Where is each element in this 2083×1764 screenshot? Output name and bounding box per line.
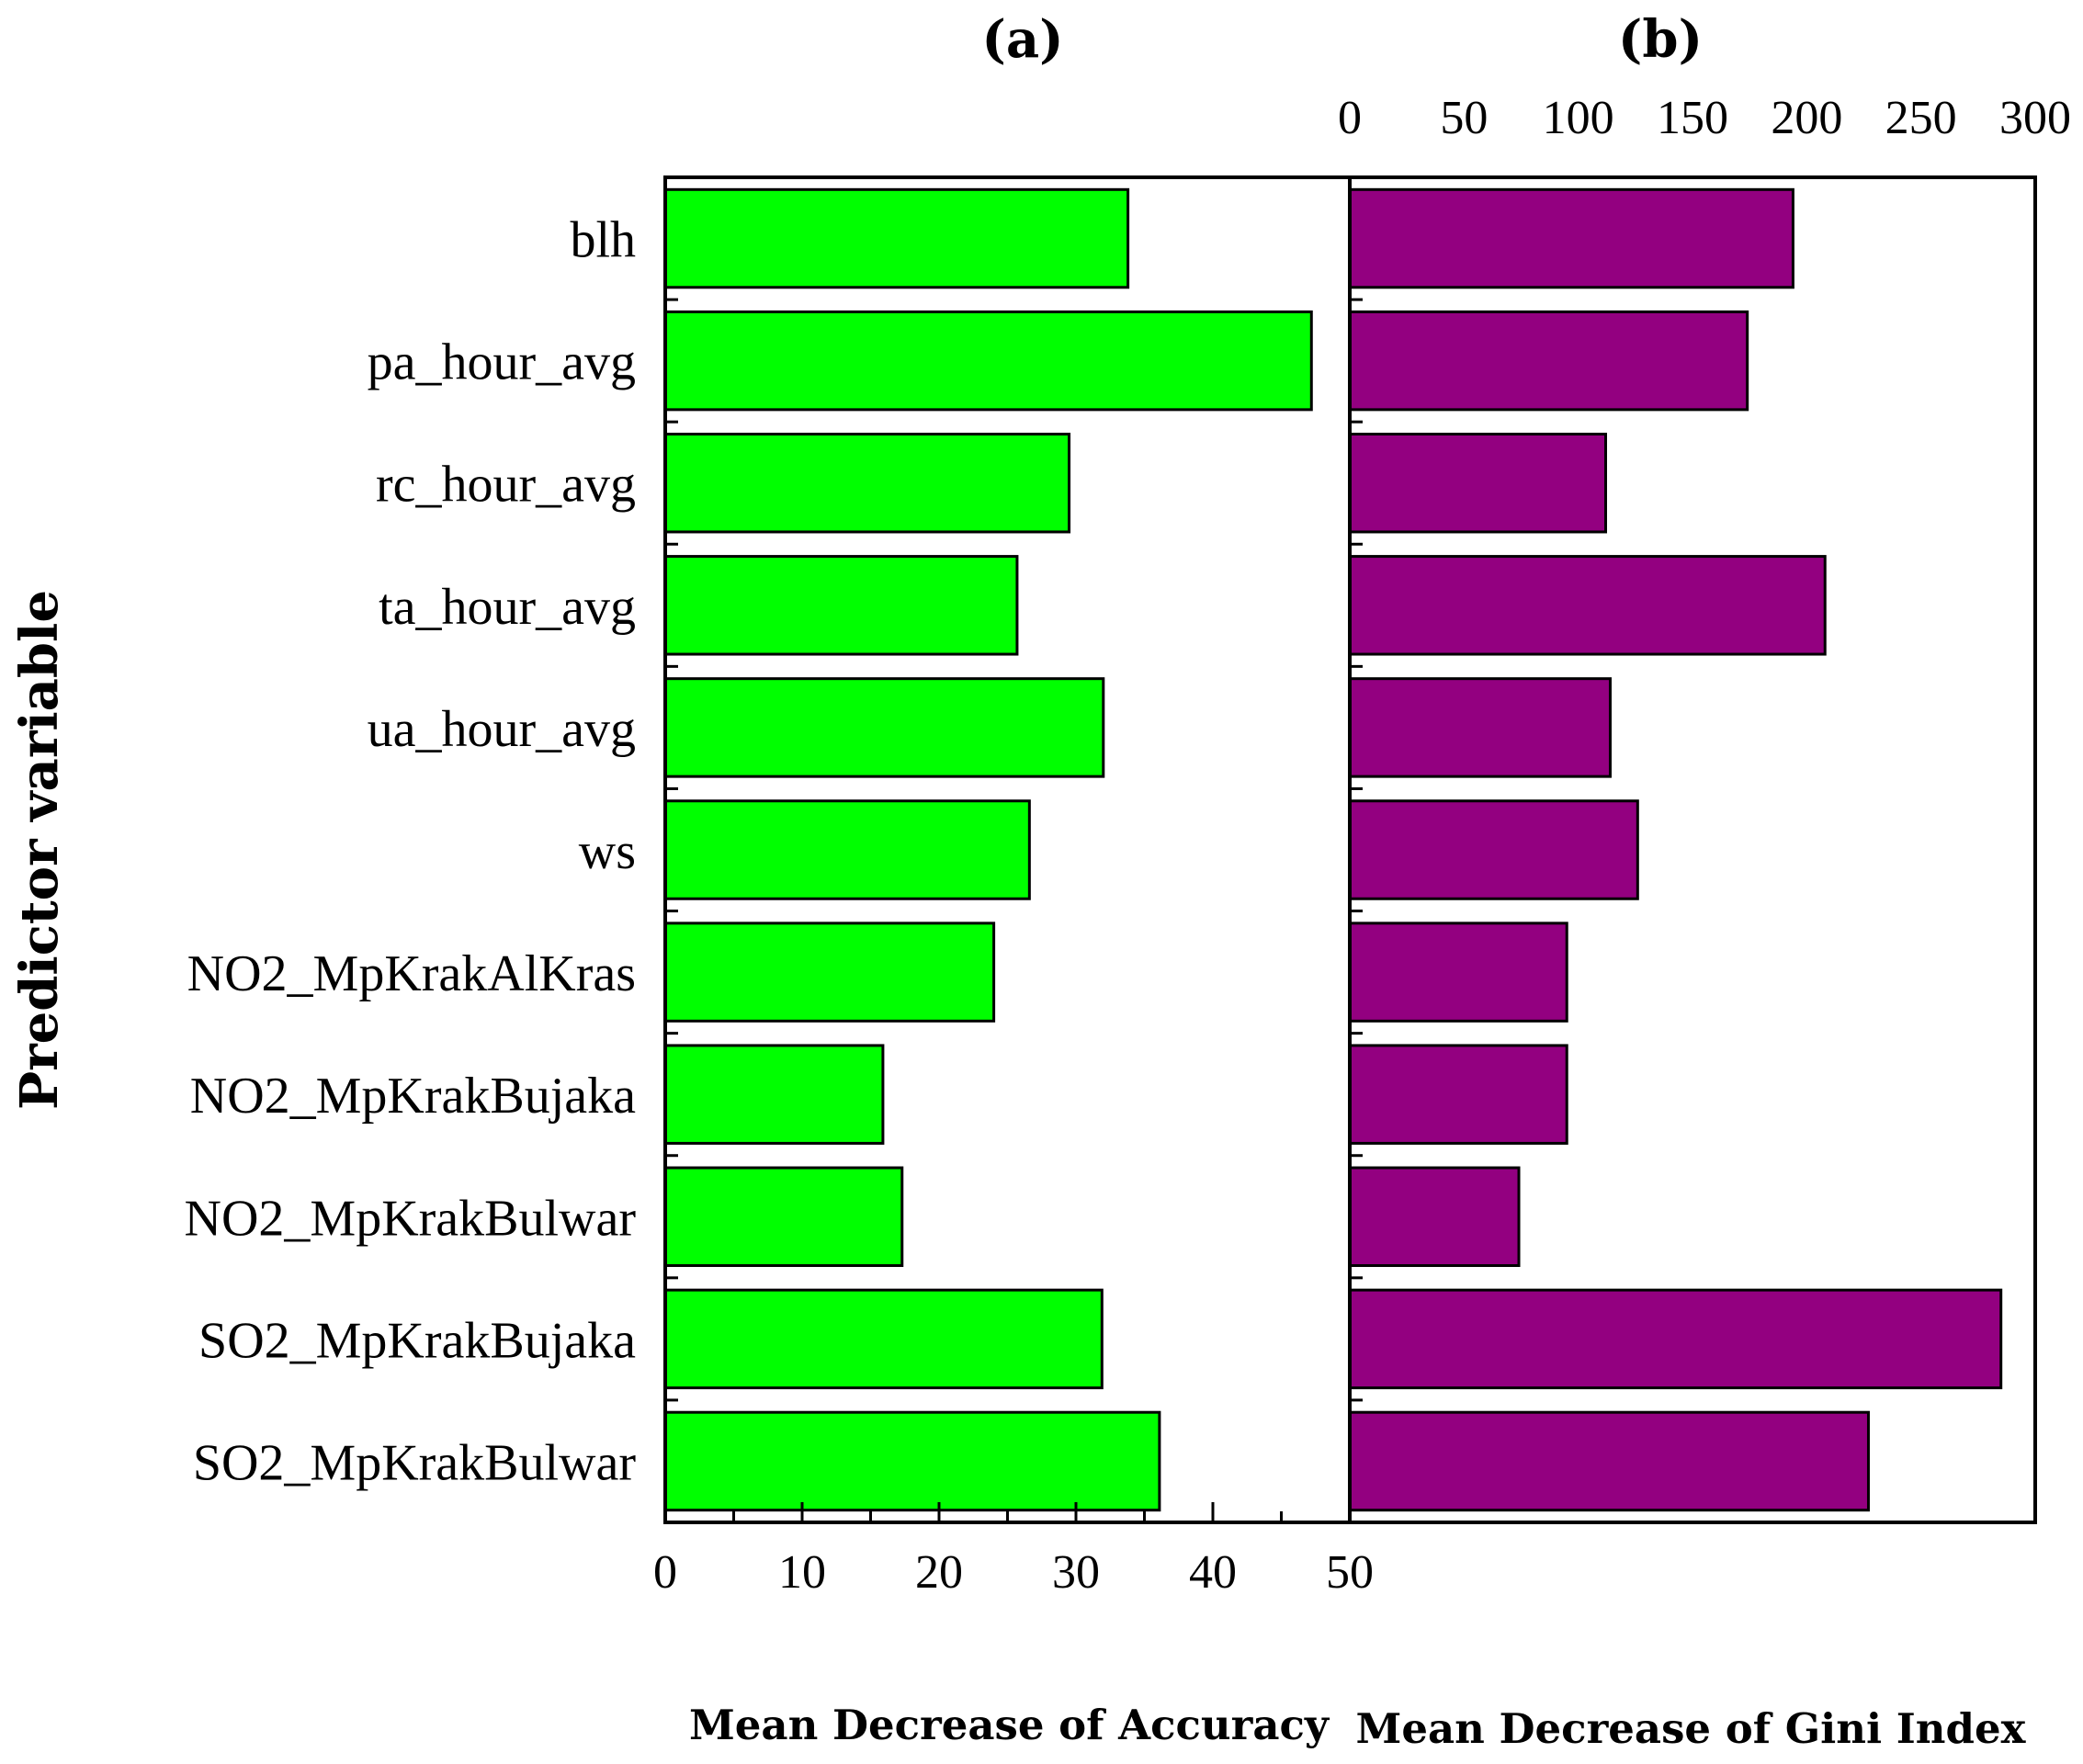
panel-a-bar-6 <box>663 922 996 1023</box>
category-label-4: ua_hour_avg <box>368 701 636 758</box>
panel-a-bar-10 <box>663 1410 1161 1512</box>
panel-b-x-tick-label-1: 50 <box>1440 92 1488 144</box>
category-label-2: rc_hour_avg <box>376 457 636 514</box>
panel-b-x-tick-label-6: 300 <box>1999 92 2071 144</box>
category-label-9: SO2_MpKrakBujaka <box>198 1312 636 1369</box>
panel-a-bar-1 <box>663 310 1313 412</box>
panel-b-x-tick-label-3: 150 <box>1657 92 1728 144</box>
panel-b-x-tick-label-5: 250 <box>1885 92 1957 144</box>
category-labels: blh pa_hour_avg rc_hour_avg ta_hour_avg ua_h… <box>185 212 637 1492</box>
panel-a-bar-8 <box>663 1166 904 1268</box>
panel-a-bar-7 <box>663 1044 885 1145</box>
category-label-0: blh <box>570 212 636 269</box>
panel-a-bar-0 <box>663 187 1130 289</box>
category-label-5: ws <box>579 823 636 880</box>
category-label-1: pa_hour_avg <box>368 334 636 391</box>
panel-a-x-axis-title: Mean Decrease of Accuracy <box>689 1701 1330 1749</box>
panel-b-bar-10 <box>1348 1410 1870 1512</box>
panel-a-x-tick-label-4: 40 <box>1189 1546 1237 1599</box>
panel-b-bar-6 <box>1348 922 1568 1023</box>
y-axis-title: Predictor variable <box>9 590 70 1110</box>
panel-b-bar-3 <box>1348 555 1827 656</box>
category-label-7: NO2_MpKrakBujaka <box>190 1068 636 1125</box>
panel-b-x-tick-label-0: 0 <box>1338 92 1362 144</box>
panel-b-bar-1 <box>1348 310 1749 412</box>
panel-b-bar-2 <box>1348 432 1608 534</box>
category-label-10: SO2_MpKrakBulwar <box>193 1434 637 1491</box>
panel-a-bar-9 <box>663 1288 1104 1390</box>
panel-b-bar-9 <box>1348 1288 2003 1390</box>
panel-b-bar-7 <box>1348 1044 1568 1145</box>
panel-a-x-tick-label-3: 30 <box>1052 1546 1100 1599</box>
category-label-8: NO2_MpKrakBulwar <box>185 1190 637 1247</box>
panel-a-label: (a) <box>981 9 1063 70</box>
category-label-3: ta_hour_avg <box>379 579 636 636</box>
panel-b-label: (b) <box>1618 9 1703 70</box>
panel-b-x-tick-label-4: 200 <box>1771 92 1842 144</box>
panel-a-bar-3 <box>663 555 1019 656</box>
panel-a-x-tick-label-0: 0 <box>653 1546 677 1599</box>
panel-b-bar-5 <box>1348 799 1639 900</box>
category-label-6: NO2_MpKrakAlKras <box>187 945 636 1002</box>
panel-b-x-tick-label-2: 100 <box>1543 92 1614 144</box>
panel-a-bar-2 <box>663 432 1071 534</box>
panel-a-x-tick-label-1: 10 <box>778 1546 826 1599</box>
panel-a-x-tick-label-2: 20 <box>915 1546 963 1599</box>
panel-b-bar-4 <box>1348 677 1612 778</box>
panel-b-frame <box>1348 175 2037 1524</box>
panel-a-x-tick-label-5: 50 <box>1326 1546 1374 1599</box>
panel-b-x-axis-title: Mean Decrease of Gini Index <box>1356 1704 2027 1753</box>
panel-b-bar-0 <box>1348 187 1794 289</box>
panel-b: 0 50 100 150 200 250 300 <box>1338 92 2071 1524</box>
panel-b-bar-8 <box>1348 1166 1521 1268</box>
panel-a-bar-5 <box>663 799 1031 900</box>
panel-a-bar-4 <box>663 677 1105 778</box>
panel-a: 0 10 20 30 40 50 <box>653 175 1374 1599</box>
